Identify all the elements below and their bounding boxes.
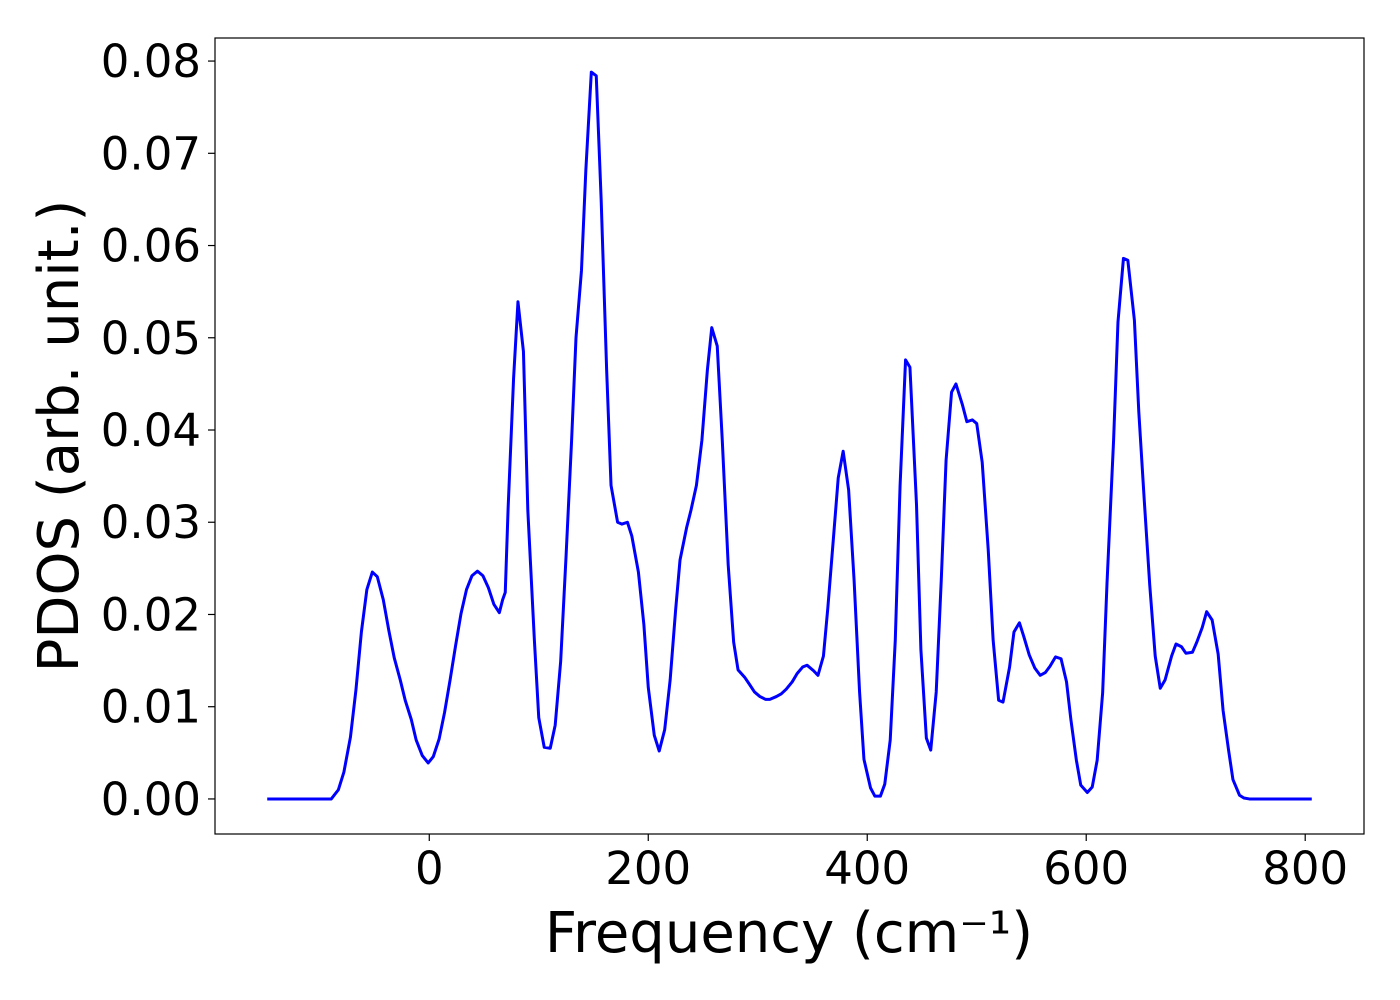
x-tick-label: 600 [1043,842,1129,895]
y-tick-label: 0.06 [101,220,201,273]
y-tick-label: 0.01 [101,681,201,734]
x-axis-label: Frequency (cm⁻¹) [545,901,1033,966]
y-tick-label: 0.08 [101,35,201,88]
y-tick-label: 0.07 [101,127,201,180]
y-tick-label: 0.05 [101,312,201,365]
x-tick-label: 0 [415,842,444,895]
x-tick-label: 400 [824,842,910,895]
y-tick-label: 0.00 [101,773,201,826]
y-axis-label: PDOS (arb. unit.) [27,200,92,673]
x-tick-label: 800 [1262,842,1348,895]
y-tick-label: 0.02 [101,588,201,641]
y-tick-label: 0.03 [101,496,201,549]
line-series [267,70,1312,801]
y-tick-label: 0.04 [101,404,201,457]
x-tick-label: 200 [605,842,691,895]
plot-frame [214,37,1365,835]
